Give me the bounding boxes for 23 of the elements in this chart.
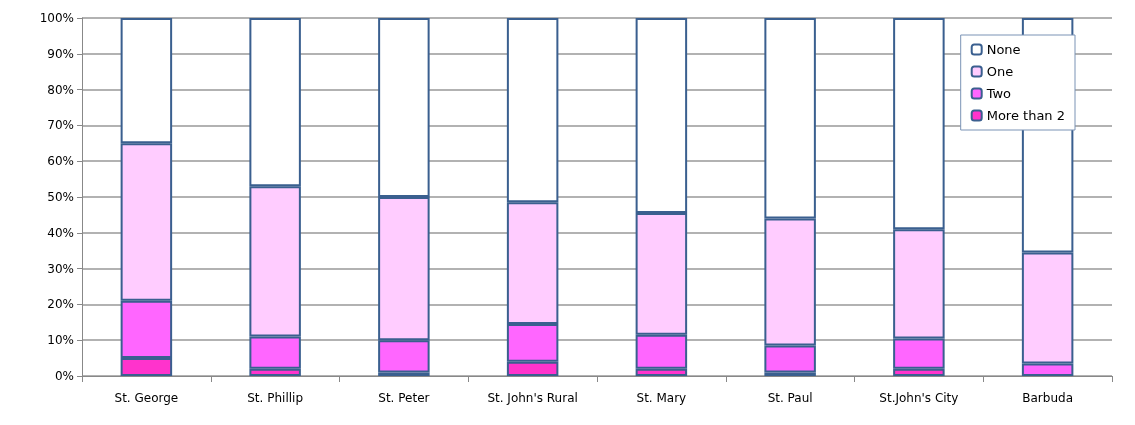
x-tick-label: St. George [114,391,179,405]
x-tick-label: St. Mary [636,391,687,405]
y-tick-label: 60% [47,154,74,169]
y-tick-label: 70% [47,118,74,133]
y-tick-label: 40% [47,225,74,240]
legend-label: None [986,42,1021,57]
legend-label: More than 2 [986,108,1066,123]
y-tick-label: 100% [39,11,74,25]
x-tick-label: Barbuda [1022,391,1073,405]
x-tick-label: St.John's City [879,391,959,405]
y-tick-label: 0% [54,369,74,383]
x-tick-label: St. Phillip [247,391,303,405]
x-tick-label: St. Peter [378,391,430,405]
y-tick-label: 20% [47,297,74,312]
x-tick-label: St. Paul [767,391,813,405]
y-tick-label: 80% [47,82,74,97]
legend-label: One [986,64,1014,79]
legend-label: Two [985,86,1012,101]
y-tick-label: 30% [47,261,74,276]
y-tick-label: 10% [47,333,74,348]
x-tick-label: St. John's Rural [487,391,578,405]
y-tick-label: 50% [47,190,74,204]
y-tick-label: 90% [47,46,74,61]
